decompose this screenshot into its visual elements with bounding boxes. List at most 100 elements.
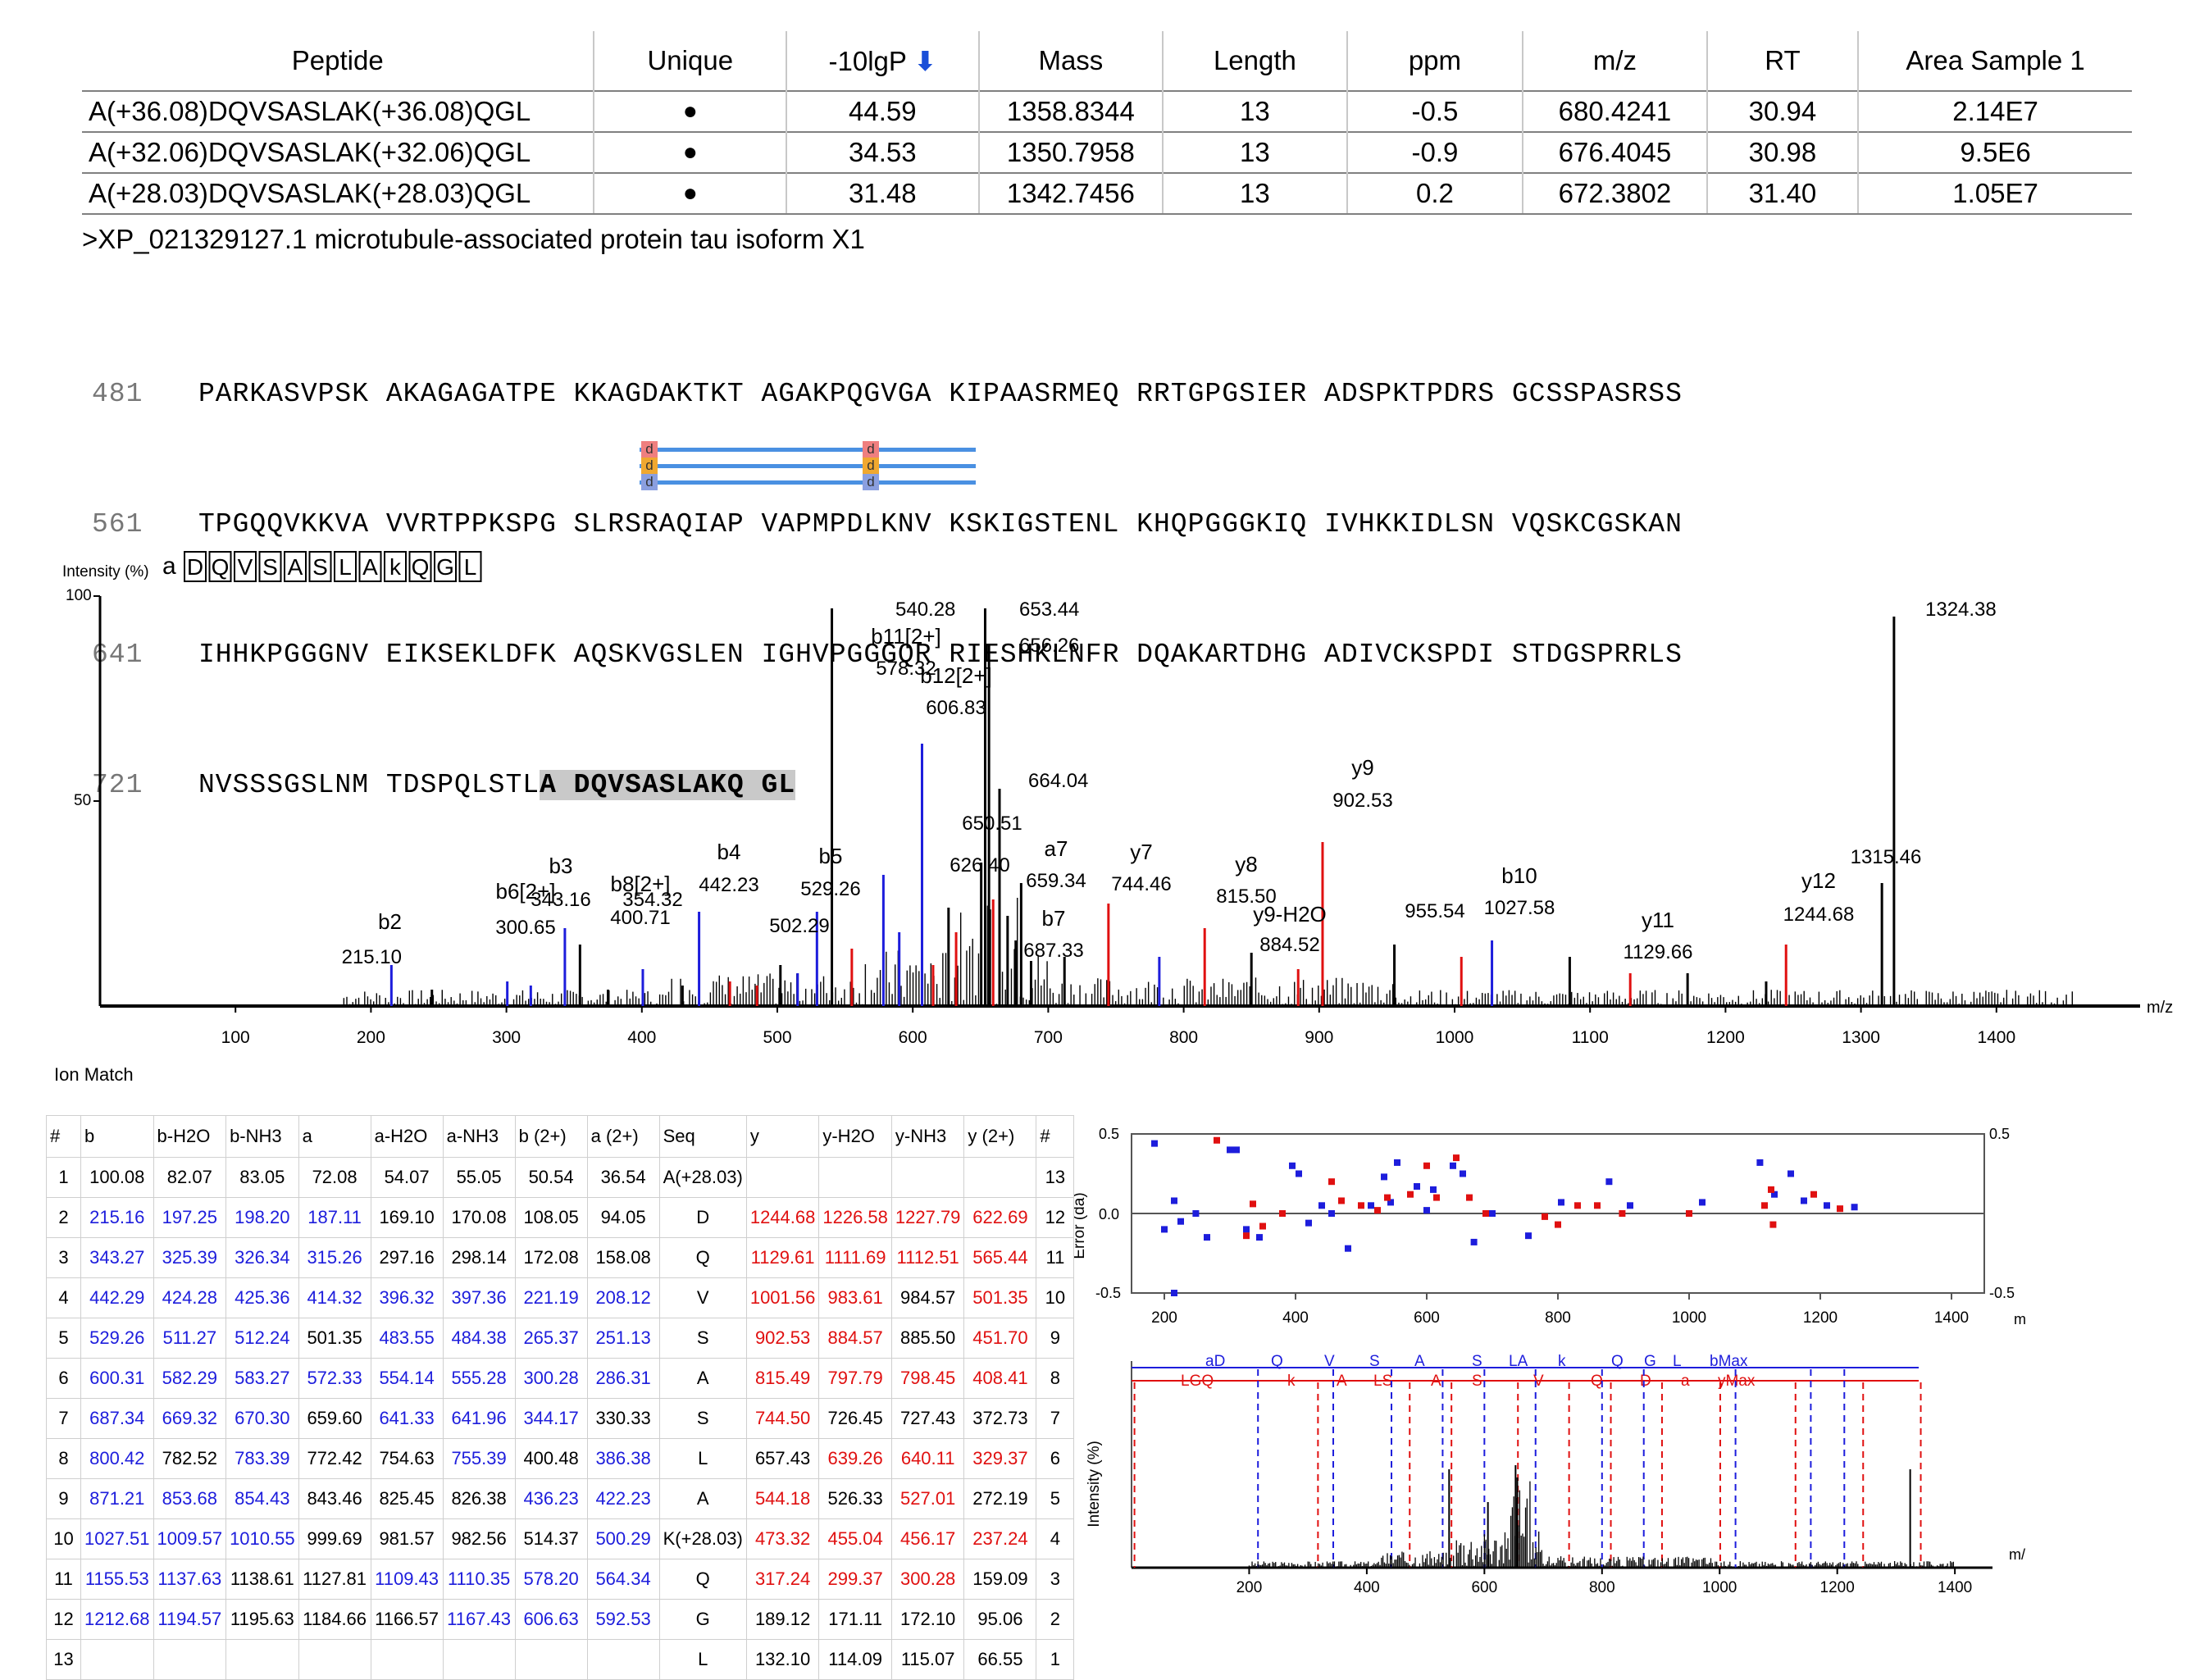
error-point[interactable] <box>1525 1232 1532 1240</box>
error-point[interactable] <box>1605 1178 1613 1186</box>
error-point[interactable] <box>1256 1234 1263 1241</box>
error-point[interactable] <box>1381 1173 1387 1181</box>
ion-col-header[interactable]: a-H2O <box>370 1115 444 1158</box>
ion-col-header[interactable]: b-NH3 <box>225 1115 299 1158</box>
peptide-highlight[interactable]: A DQVSASLAKQ GL <box>540 770 796 800</box>
error-point[interactable] <box>1214 1136 1220 1144</box>
ion-col-header[interactable]: a-NH3 <box>442 1115 516 1158</box>
coverage-bar[interactable] <box>640 464 976 468</box>
error-point[interactable] <box>1259 1222 1266 1230</box>
error-point[interactable] <box>1756 1159 1764 1166</box>
error-point[interactable] <box>1161 1226 1168 1233</box>
error-point[interactable] <box>1627 1202 1633 1209</box>
ion-row[interactable]: 8 800.42 782.52 783.39 772.42 754.63 755.39 400… <box>46 1438 1075 1479</box>
error-point[interactable] <box>1318 1202 1325 1209</box>
error-point[interactable] <box>1407 1191 1414 1198</box>
error-point[interactable] <box>1824 1202 1830 1209</box>
ion-col-header[interactable]: b <box>80 1115 154 1158</box>
error-point[interactable] <box>1151 1140 1158 1147</box>
error-point[interactable] <box>1394 1159 1400 1166</box>
error-point[interactable] <box>1489 1210 1496 1217</box>
error-point[interactable] <box>1243 1232 1250 1240</box>
ion-row[interactable]: 7 687.34 669.32 670.30 659.60 641.33 641.96 344… <box>46 1398 1075 1439</box>
error-point[interactable] <box>1279 1210 1286 1217</box>
error-point[interactable] <box>1574 1202 1581 1209</box>
ion-col-header[interactable]: y-H2O <box>818 1115 892 1158</box>
error-point[interactable] <box>1305 1219 1312 1227</box>
col-header-unique[interactable]: Unique <box>593 31 787 91</box>
col-header-rt[interactable]: RT <box>1706 31 1859 91</box>
ion-row[interactable]: 6 600.31 582.29 583.27 572.33 554.14 555.28 300… <box>46 1358 1075 1399</box>
col-header-score[interactable]: -10lgP ⬇ <box>786 31 979 91</box>
ion-row[interactable]: 9 871.21 853.68 854.43 843.46 825.45 826.38 436… <box>46 1478 1075 1519</box>
error-point[interactable] <box>1801 1197 1807 1204</box>
error-point[interactable] <box>1358 1202 1364 1209</box>
error-point[interactable] <box>1338 1197 1345 1204</box>
ion-col-header[interactable]: # <box>1036 1115 1075 1158</box>
error-point[interactable] <box>1368 1202 1374 1209</box>
ion-col-header[interactable]: b (2+) <box>514 1115 588 1158</box>
error-point[interactable] <box>1810 1191 1817 1198</box>
error-point[interactable] <box>1769 1221 1777 1228</box>
ion-col-header[interactable]: y (2+) <box>963 1115 1037 1158</box>
col-header-peptide[interactable]: Peptide <box>291 45 384 75</box>
error-point[interactable] <box>1430 1186 1437 1193</box>
coverage-bar[interactable] <box>640 448 976 452</box>
error-point[interactable] <box>1233 1146 1240 1154</box>
ion-row[interactable]: 12 1212.68 1194.57 1195.63 1184.66 1166.57 116… <box>46 1599 1075 1640</box>
ion-col-header[interactable]: a (2+) <box>586 1115 660 1158</box>
modification-marker[interactable]: d <box>641 441 658 458</box>
ion-row[interactable]: 10 1027.51 1009.57 1010.55 999.69 981.57 982.5… <box>46 1518 1075 1559</box>
error-point[interactable] <box>1453 1154 1460 1162</box>
peptide-row[interactable]: A(+28.03)DQVSASLAK(+28.03)QGL ● 31.48 1342.… <box>82 172 2132 215</box>
error-point[interactable] <box>1227 1146 1233 1154</box>
error-point[interactable] <box>1345 1245 1351 1252</box>
col-header-length[interactable]: Length <box>1162 31 1347 91</box>
error-point[interactable] <box>1328 1210 1335 1217</box>
modification-marker[interactable]: d <box>863 441 879 458</box>
error-point[interactable] <box>1243 1226 1250 1233</box>
modification-marker[interactable]: d <box>641 474 658 490</box>
error-point[interactable] <box>1289 1162 1296 1169</box>
error-point[interactable] <box>1771 1191 1778 1198</box>
error-point[interactable] <box>1851 1204 1858 1211</box>
ion-row[interactable]: 11 1155.53 1137.63 1138.61 1127.81 1109.43 111… <box>46 1559 1075 1600</box>
ion-row[interactable]: 4 442.29 424.28 425.36 414.32 396.32 397.36 221… <box>46 1277 1075 1318</box>
error-point[interactable] <box>1450 1162 1456 1169</box>
ion-col-header[interactable]: b-H2O <box>153 1115 227 1158</box>
col-header-mass[interactable]: Mass <box>977 31 1164 91</box>
error-point[interactable] <box>1433 1194 1440 1201</box>
ion-col-header[interactable]: y <box>745 1115 820 1158</box>
ion-row[interactable]: 1 100.08 82.07 83.05 72.08 54.07 55.05 50.54 36.… <box>46 1157 1075 1198</box>
ion-row[interactable]: 5 529.26 511.27 512.24 501.35 483.55 484.38 265… <box>46 1318 1075 1359</box>
error-point[interactable] <box>1788 1170 1794 1177</box>
peptide-row[interactable]: A(+32.06)DQVSASLAK(+32.06)QGL ● 34.53 1350.… <box>82 131 2132 173</box>
error-point[interactable] <box>1384 1194 1391 1201</box>
error-point[interactable] <box>1171 1290 1177 1296</box>
error-point[interactable] <box>1204 1234 1210 1241</box>
error-point[interactable] <box>1423 1207 1430 1214</box>
error-point[interactable] <box>1374 1207 1381 1214</box>
error-point[interactable] <box>1250 1200 1256 1208</box>
error-point[interactable] <box>1414 1183 1420 1191</box>
peptide-row[interactable]: A(+36.08)DQVSASLAK(+36.08)QGL ● 44.59 1358.… <box>82 90 2132 132</box>
error-point[interactable] <box>1460 1170 1466 1177</box>
error-point[interactable] <box>1594 1202 1601 1209</box>
error-point[interactable] <box>1466 1194 1473 1201</box>
error-point[interactable] <box>1423 1162 1430 1169</box>
ion-row[interactable]: 2 215.16 197.25 198.20 187.11 169.10 170.08 108… <box>46 1197 1075 1238</box>
error-point[interactable] <box>1482 1210 1489 1217</box>
error-point[interactable] <box>1542 1213 1548 1220</box>
error-point[interactable] <box>1699 1199 1706 1206</box>
error-point[interactable] <box>1837 1205 1843 1213</box>
error-point[interactable] <box>1171 1197 1177 1204</box>
ion-row[interactable]: 3 343.27 325.39 326.34 315.26 297.16 298.14 172… <box>46 1237 1075 1278</box>
error-point[interactable] <box>1619 1210 1626 1217</box>
error-point[interactable] <box>1387 1199 1394 1206</box>
error-point[interactable] <box>1558 1199 1564 1206</box>
col-header-ppm[interactable]: ppm <box>1346 31 1523 91</box>
coverage-bar[interactable] <box>640 480 976 485</box>
error-point[interactable] <box>1470 1238 1478 1245</box>
modification-marker[interactable]: d <box>641 458 658 474</box>
ion-row[interactable]: 13 L 132.10 114.09 115.07 66.55 1 <box>46 1639 1075 1680</box>
